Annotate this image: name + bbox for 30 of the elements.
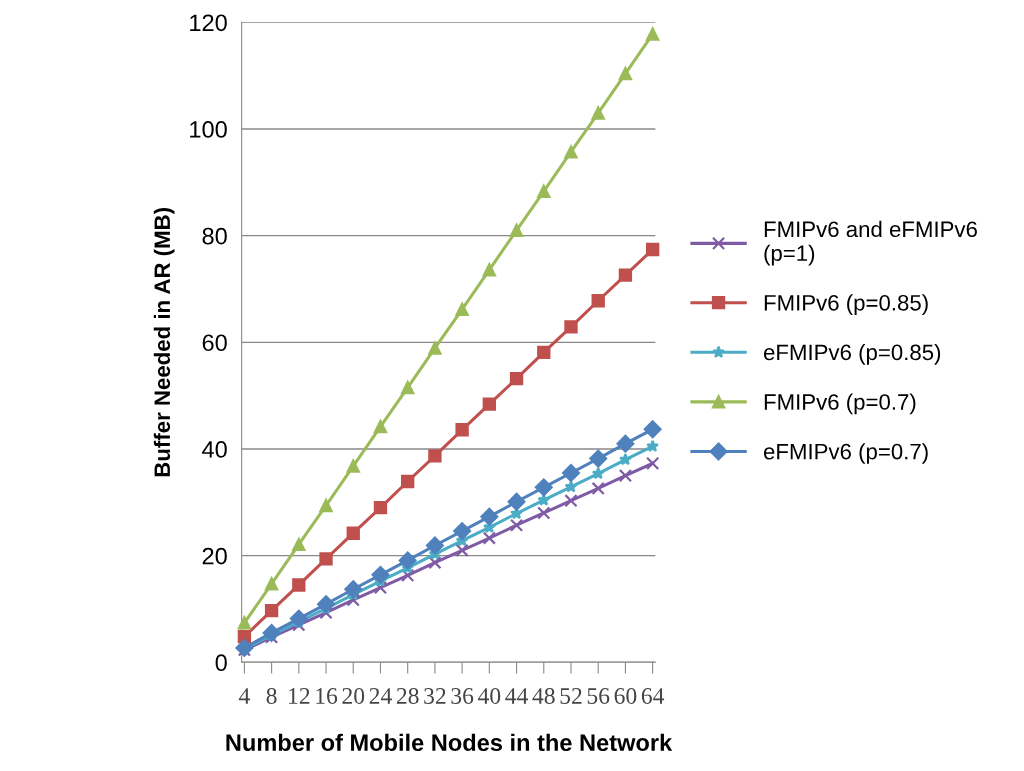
x-tick-label: 4	[238, 688, 250, 704]
y-axis-title: Buffer Needed in AR (MB)	[153, 208, 175, 477]
x-tick-label: 28	[396, 687, 419, 704]
y-tick-label: 120	[190, 14, 227, 32]
y-tick-label: 80	[202, 227, 227, 245]
x-tick-label: 60	[614, 687, 637, 704]
legend-label: eFMIPv6 (p=0.7)	[763, 443, 928, 464]
x-tick-label: 12	[289, 688, 310, 704]
legend-label: FMIPv6 and eFMIPv6 (p=1)	[764, 220, 977, 266]
y-tick-label: 0	[215, 654, 227, 672]
x-tick-label: 52	[560, 688, 582, 704]
x-tick-label: 40	[477, 687, 501, 704]
x-tick-label: 20	[342, 687, 365, 704]
x-tick-label: 16	[316, 688, 338, 704]
x-tick-label: 64	[641, 688, 665, 704]
x-tick-label: 8	[266, 687, 277, 704]
y-tick-label: 100	[190, 121, 227, 138]
x-tick-label: 24	[369, 688, 392, 704]
legend-label: eFMIPv6 (p=0.85)	[763, 343, 941, 365]
legend-label: FMIPv6 (p=0.7)	[764, 393, 916, 415]
x-tick-label: 44	[505, 688, 528, 704]
legend-label: FMIPv6 (p=0.85)	[764, 294, 928, 316]
x-axis-title: Number of Mobile Nodes in the Network	[226, 733, 673, 752]
x-tick-label: 56	[587, 688, 610, 704]
x-tick-label: 48	[532, 687, 555, 704]
x-tick-label: 36	[451, 688, 474, 704]
y-tick-label: 40	[202, 441, 227, 458]
y-tick-label: 20	[202, 547, 227, 565]
y-tick-label: 60	[202, 334, 227, 352]
x-tick-label: 32	[424, 688, 446, 704]
